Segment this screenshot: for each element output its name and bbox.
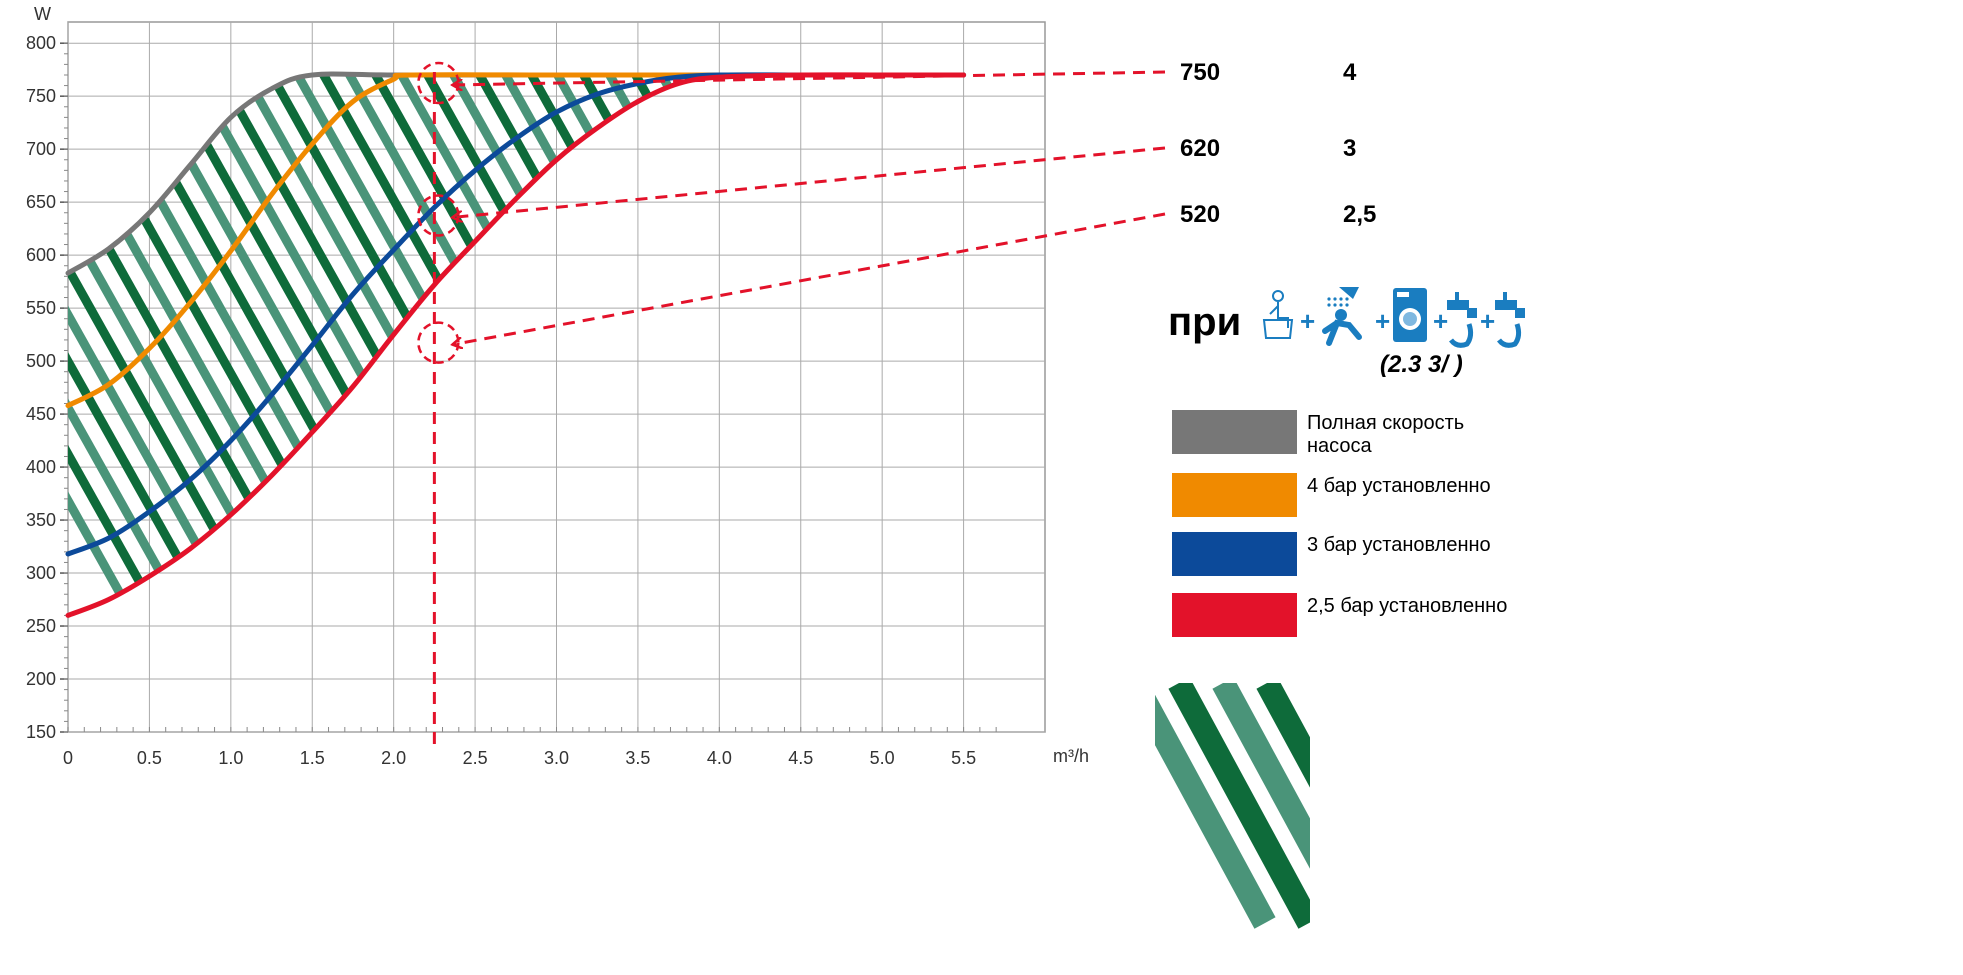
x-tick-label: 4.5: [788, 748, 813, 768]
legend-label: 3 бар установленно: [1307, 534, 1491, 556]
y-tick-label: 700: [26, 139, 56, 159]
hatch-stripe: [1204, 22, 1624, 772]
plus-sign: +: [1480, 306, 1495, 336]
hatch-stripe: [1334, 22, 1754, 772]
y-tick-label: 450: [26, 404, 56, 424]
y-axis-label: W: [34, 4, 51, 24]
marker-arrow: [452, 212, 1166, 345]
marker-value: 520: [1180, 201, 1220, 228]
right-panel: 750 4 620 3 520 2,5 при + + + + (2.3 3/ ) Полная ско…: [1155, 59, 1525, 929]
legend-label: насоса: [1307, 435, 1373, 457]
chart-axes: 0 0.5 1.0 1.5 2.0 2.5 3.0 3.5 4.0 4.5 5.0 5.5 150 200…: [26, 4, 1089, 768]
hatch-stripe: [68, 73, 354, 616]
x-tick-label: 5.5: [951, 748, 976, 768]
chart-annotations: [417, 61, 1166, 744]
hatch-stripe: [1048, 22, 1468, 772]
x-tick-label: 4.0: [707, 748, 732, 768]
plus-sign: +: [1300, 306, 1315, 336]
x-tick-label: 2.5: [463, 748, 488, 768]
x-tick-label: 3.0: [544, 748, 569, 768]
marker-pressure: 3: [1343, 135, 1356, 162]
y-tick-label: 150: [26, 722, 56, 742]
y-tick-label: 300: [26, 563, 56, 583]
hatch-stripe: [68, 73, 328, 616]
marker-value: 620: [1180, 135, 1220, 162]
shower-icon: [1322, 287, 1362, 346]
marker-pressure: 4: [1343, 59, 1357, 86]
y-tick-label: 200: [26, 669, 56, 689]
legend-swatch: [1172, 593, 1297, 637]
x-tick-label: 0.5: [137, 748, 162, 768]
series-line: [65, 72, 967, 618]
marker-value: 750: [1180, 59, 1220, 86]
x-axis-label: m³/h: [1053, 746, 1089, 766]
y-tick-label: 550: [26, 298, 56, 318]
x-tick-label: 2.0: [381, 748, 406, 768]
marker-pressure: 2,5: [1343, 201, 1376, 228]
x-tick-label: 0: [63, 748, 73, 768]
washing-machine-icon: [1393, 288, 1427, 342]
y-tick-label: 800: [26, 33, 56, 53]
plus-sign: +: [1433, 306, 1448, 336]
faucet-icon: [1495, 292, 1525, 348]
pri-label: при: [1168, 300, 1241, 344]
hatch-stripe: [1360, 22, 1780, 772]
faucet-icon: [1447, 292, 1477, 348]
legend-label: 4 бар установленно: [1307, 475, 1491, 497]
hatch-stripe: [1308, 22, 1728, 772]
hatch-stripe: [1074, 22, 1494, 772]
chart-series: [65, 71, 967, 618]
y-tick-label: 600: [26, 245, 56, 265]
y-tick-label: 650: [26, 192, 56, 212]
y-tick-label: 750: [26, 86, 56, 106]
y-tick-label: 350: [26, 510, 56, 530]
legend-label: Полная скорость: [1307, 412, 1464, 434]
hatch-legend-sample: [1155, 683, 1310, 929]
flow-note: (2.3 3/ ): [1380, 351, 1463, 378]
x-tick-label: 1.5: [300, 748, 325, 768]
hatch-stripe: [1386, 22, 1806, 772]
y-tick-label: 250: [26, 616, 56, 636]
legend-label: 2,5 бар установленно: [1307, 595, 1507, 617]
plus-sign: +: [1375, 306, 1390, 336]
legend-swatch: [1172, 473, 1297, 517]
legend-swatch: [1172, 532, 1297, 576]
y-tick-label: 500: [26, 351, 56, 371]
legend-swatch: [1172, 410, 1297, 454]
hatch-stripe: [68, 73, 380, 616]
hatch-stripe: [1178, 22, 1598, 772]
y-tick-label: 400: [26, 457, 56, 477]
hatch-stripe: [68, 73, 406, 616]
x-tick-label: 3.5: [625, 748, 650, 768]
x-tick-label: 1.0: [218, 748, 243, 768]
hatch-stripe: [1100, 22, 1520, 772]
x-tick-label: 5.0: [870, 748, 895, 768]
hatch-stripe: [1256, 22, 1676, 772]
hatch-stripe: [1022, 22, 1442, 772]
toilet-icon: [1262, 290, 1294, 339]
hatch-stripe: [1230, 22, 1650, 772]
